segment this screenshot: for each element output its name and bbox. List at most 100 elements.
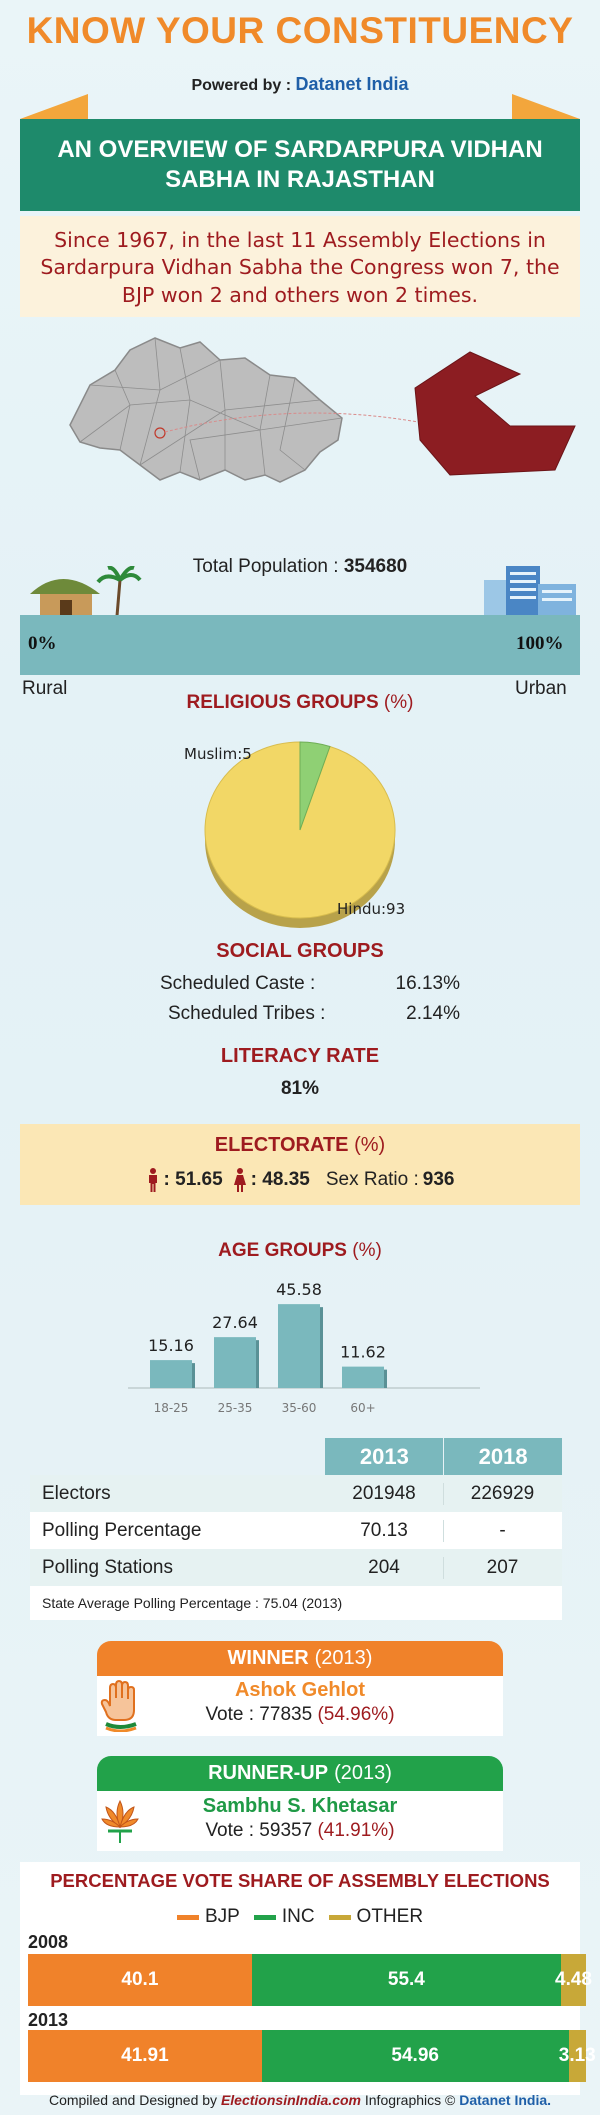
runner-up-body [97,1791,503,1851]
vote-share-bar: 40.1 55.4 4.48 [28,1954,592,2006]
age-category-label: 18-25 [154,1401,189,1415]
other-segment: 3.13 [559,2030,596,2082]
vote-share-bar: 41.91 54.96 3.13 [28,2030,596,2082]
row-label: Polling Percentage [42,1519,202,1541]
age-title: AGE GROUPS (%) [0,1240,600,1262]
vote-share-title: PERCENTAGE VOTE SHARE OF ASSEMBLY ELECTI… [50,1870,550,1891]
pie-label-hindu: Hindu:93 [337,900,406,918]
powered-by: Powered by : Datanet India [0,74,600,95]
sc-label: Scheduled Caste : [160,973,316,994]
legend-other-label: OTHER [356,1906,424,1927]
electorate-title: ELECTORATE (%) [0,1134,600,1157]
state-outline [69,337,343,483]
row-value-2013: 204 [368,1556,400,1578]
female-percent: : 48.35 [250,1169,310,1190]
age-bar-value: 27.64 [212,1313,258,1332]
pie-slice-muslim [299,741,331,831]
footer-middle: Infographics © [364,2092,456,2108]
legend-inc-label: INC [281,1906,315,1927]
state-average-note: State Average Polling Percentage : 75.04… [30,1586,562,1620]
election-table: 2013 2018 Electors 201948 226929 Polling… [30,1438,562,1620]
vote-share-year: 2013 [28,2010,69,2030]
vote-share-legend: BJP INC OTHER [0,1906,600,1928]
age-title-text: AGE GROUPS [218,1240,347,1261]
table-row: Polling Stations 204 207 [30,1549,562,1586]
age-bar-shade [192,1363,195,1388]
table-header-year: 2013 [325,1438,444,1475]
age-bar [214,1337,256,1388]
winner-vote-count: Vote : 77835 [205,1704,313,1725]
pointer-line [164,412,419,433]
scheduled-caste-row: Scheduled Caste : 16.13% [160,973,460,995]
footer-brand: Datanet India. [459,2092,552,2108]
rural-percent: 0% [28,633,57,654]
winner-vote-percent: (54.96%) [317,1704,395,1725]
rajasthan-map [69,337,576,483]
inc-segment: 54.96 [261,2030,569,2082]
age-bar-value: 45.58 [276,1280,322,1299]
age-bar [278,1304,320,1388]
row-value-2018: 207 [443,1556,561,1579]
electorate-box [20,1124,580,1205]
runner-up-label: RUNNER-UP [208,1762,329,1784]
pie-label-muslim: Muslim:5 [184,745,252,763]
row-label: Polling Stations [42,1556,173,1578]
hand-icon [100,1680,137,1732]
sardarpura-shape [414,351,576,476]
sc-value: 16.13% [395,973,460,994]
st-value: 2.14% [406,1003,460,1024]
city-buildings-icon [484,566,576,616]
age-bar-value: 11.62 [340,1343,386,1362]
legend-bjp: BJP [176,1906,240,1928]
winner-year: (2013) [314,1647,373,1669]
age-bar-chart: 15.16 18-25 27.64 25-35 45.58 35-60 11.62 60+ [128,1280,480,1415]
age-bar-shade [384,1369,387,1388]
age-bar [342,1366,384,1388]
runner-up-year: (2013) [334,1762,392,1784]
age-category-label: 35-60 [282,1401,317,1415]
population-value: 354680 [343,556,408,577]
ribbon-left [20,94,88,119]
total-population: Total Population : 354680 [0,556,600,578]
age-bar-shade [256,1340,259,1388]
population-label: Total Population : [192,556,339,577]
row-value-2013: 201948 [352,1482,416,1504]
runner-up-header: RUNNER-UP (2013) [97,1756,503,1791]
electorate-row: : 51.65 : 48.35 Sex Ratio : 936 [0,1168,600,1192]
religion-title-text: RELIGIOUS GROUPS [186,692,379,713]
table-header: 2013 2018 [30,1438,562,1475]
age-bar-shade [320,1307,323,1388]
runner-up-vote-percent: (41.91%) [317,1820,395,1841]
page-title: KNOW YOUR CONSTITUENCY [26,10,574,51]
social-title: SOCIAL GROUPS [216,940,384,962]
religion-title: RELIGIOUS GROUPS (%) [0,692,600,714]
age-category-label: 60+ [350,1401,375,1415]
winner-vote: Vote : 77835 (54.96%) [97,1704,503,1726]
age-bar [150,1360,192,1388]
constituency-marker [154,427,166,439]
bjp-segment: 40.1 [28,1954,252,2006]
row-value-2013: 70.13 [360,1519,408,1541]
electorate-unit: (%) [354,1134,386,1156]
footer: Compiled and Designed by ElectionsinIndi… [0,2092,600,2108]
inc-segment: 55.4 [251,1954,561,2006]
table-row: Polling Percentage 70.13 - [30,1512,562,1549]
legend-inc: INC [253,1906,315,1928]
powered-prefix: Powered by : [191,77,292,94]
population-bar [20,615,580,675]
powered-brand: Datanet India [295,74,409,94]
sex-ratio-label: Sex Ratio : [325,1169,419,1190]
literacy-value: 81% [280,1078,320,1099]
urban-label: Urban [515,678,567,699]
literacy-title: LITERACY RATE [220,1045,380,1067]
age-category-label: 25-35 [218,1401,253,1415]
vote-share-year: 2008 [28,1932,69,1952]
row-label: Electors [42,1482,111,1504]
sex-ratio-value: 936 [422,1169,455,1190]
footer-prefix: Compiled and Designed by [48,2092,218,2108]
religion-pie-chart [204,741,396,928]
runner-up-vote: Vote : 59357 (41.91%) [97,1820,503,1842]
winner-label: WINNER [227,1647,309,1669]
other-segment: 4.48 [555,1954,592,2006]
legend-bjp-label: BJP [204,1906,240,1927]
